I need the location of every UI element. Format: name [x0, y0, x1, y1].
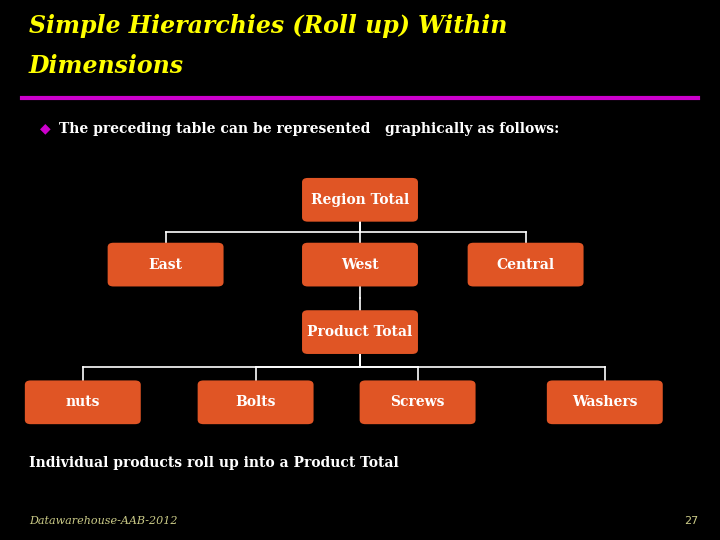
Text: Dimensions: Dimensions [29, 54, 184, 78]
FancyBboxPatch shape [197, 380, 313, 424]
Text: Region Total: Region Total [311, 193, 409, 207]
FancyBboxPatch shape [468, 243, 583, 286]
Text: Simple Hierarchies (Roll up) Within: Simple Hierarchies (Roll up) Within [29, 14, 507, 37]
Text: ◆: ◆ [40, 122, 50, 136]
Text: Datawarehouse-AAB-2012: Datawarehouse-AAB-2012 [29, 516, 177, 526]
FancyBboxPatch shape [547, 380, 662, 424]
Text: Product Total: Product Total [307, 325, 413, 339]
FancyBboxPatch shape [302, 178, 418, 221]
FancyBboxPatch shape [302, 243, 418, 286]
Text: Bolts: Bolts [235, 395, 276, 409]
Text: Central: Central [497, 258, 554, 272]
Text: West: West [341, 258, 379, 272]
FancyBboxPatch shape [25, 380, 141, 424]
Text: Individual products roll up into a Product Total: Individual products roll up into a Produ… [29, 456, 399, 470]
FancyBboxPatch shape [108, 243, 223, 286]
FancyBboxPatch shape [302, 310, 418, 354]
Text: nuts: nuts [66, 395, 100, 409]
FancyBboxPatch shape [360, 380, 475, 424]
Text: Washers: Washers [572, 395, 637, 409]
Text: East: East [148, 258, 183, 272]
Text: Screws: Screws [390, 395, 445, 409]
Text: The preceding table can be represented   graphically as follows:: The preceding table can be represented g… [59, 122, 559, 136]
Text: 27: 27 [684, 516, 698, 526]
